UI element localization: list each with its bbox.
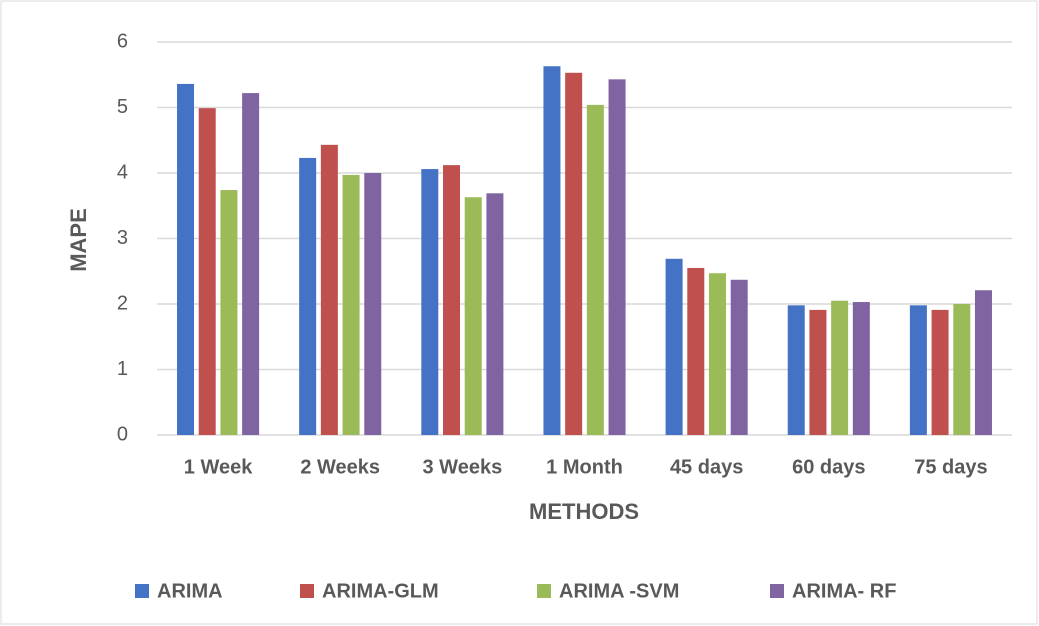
bar (586, 104, 604, 435)
bar (242, 93, 260, 435)
bar (687, 267, 705, 435)
x-tick-label: 1 Month (546, 456, 623, 478)
x-tick-label: 3 Weeks (423, 456, 503, 478)
x-tick-label: 45 days (670, 456, 743, 478)
bar (730, 279, 748, 435)
legend-swatch (135, 584, 149, 598)
bar (220, 190, 238, 435)
bar (443, 165, 461, 435)
y-tick-label: 0 (117, 423, 128, 445)
legend-swatch (300, 584, 314, 598)
bar (320, 144, 338, 435)
bar (831, 300, 849, 435)
bar (464, 197, 482, 435)
y-tick-label: 4 (117, 161, 128, 183)
x-tick-label: 1 Week (184, 456, 253, 478)
legend-swatch (537, 584, 551, 598)
bar (909, 305, 927, 435)
bar (177, 83, 195, 436)
y-tick-label: 3 (117, 227, 128, 249)
bar (665, 258, 683, 435)
bar (787, 305, 805, 435)
legend-label: ARIMA- RF (792, 580, 896, 602)
bar (608, 79, 626, 436)
legend-label: ARIMA -SVM (559, 580, 679, 602)
x-tick-label: 60 days (792, 456, 865, 478)
bar (198, 108, 216, 435)
bar (364, 173, 382, 435)
bar (565, 72, 583, 435)
bar (809, 309, 827, 435)
bar (974, 290, 992, 435)
bar (953, 304, 971, 435)
y-tick-label: 6 (117, 30, 128, 52)
y-tick-label: 2 (117, 292, 128, 314)
x-axis-title: METHODS (529, 499, 639, 524)
bar (543, 66, 561, 436)
bar (299, 157, 317, 435)
x-tick-label: 2 Weeks (300, 456, 380, 478)
legend-label: ARIMA (157, 580, 223, 602)
y-tick-label: 5 (117, 96, 128, 118)
y-tick-label: 1 (117, 358, 128, 380)
bar (421, 169, 439, 435)
bar (708, 273, 726, 435)
bar (931, 309, 949, 435)
legend-label: ARIMA-GLM (322, 580, 439, 602)
x-tick-label: 75 days (914, 456, 987, 478)
bar (486, 193, 504, 435)
bar (852, 302, 870, 435)
legend-swatch (770, 584, 784, 598)
bar (342, 174, 360, 435)
y-axis-title: MAPE (66, 208, 91, 272)
